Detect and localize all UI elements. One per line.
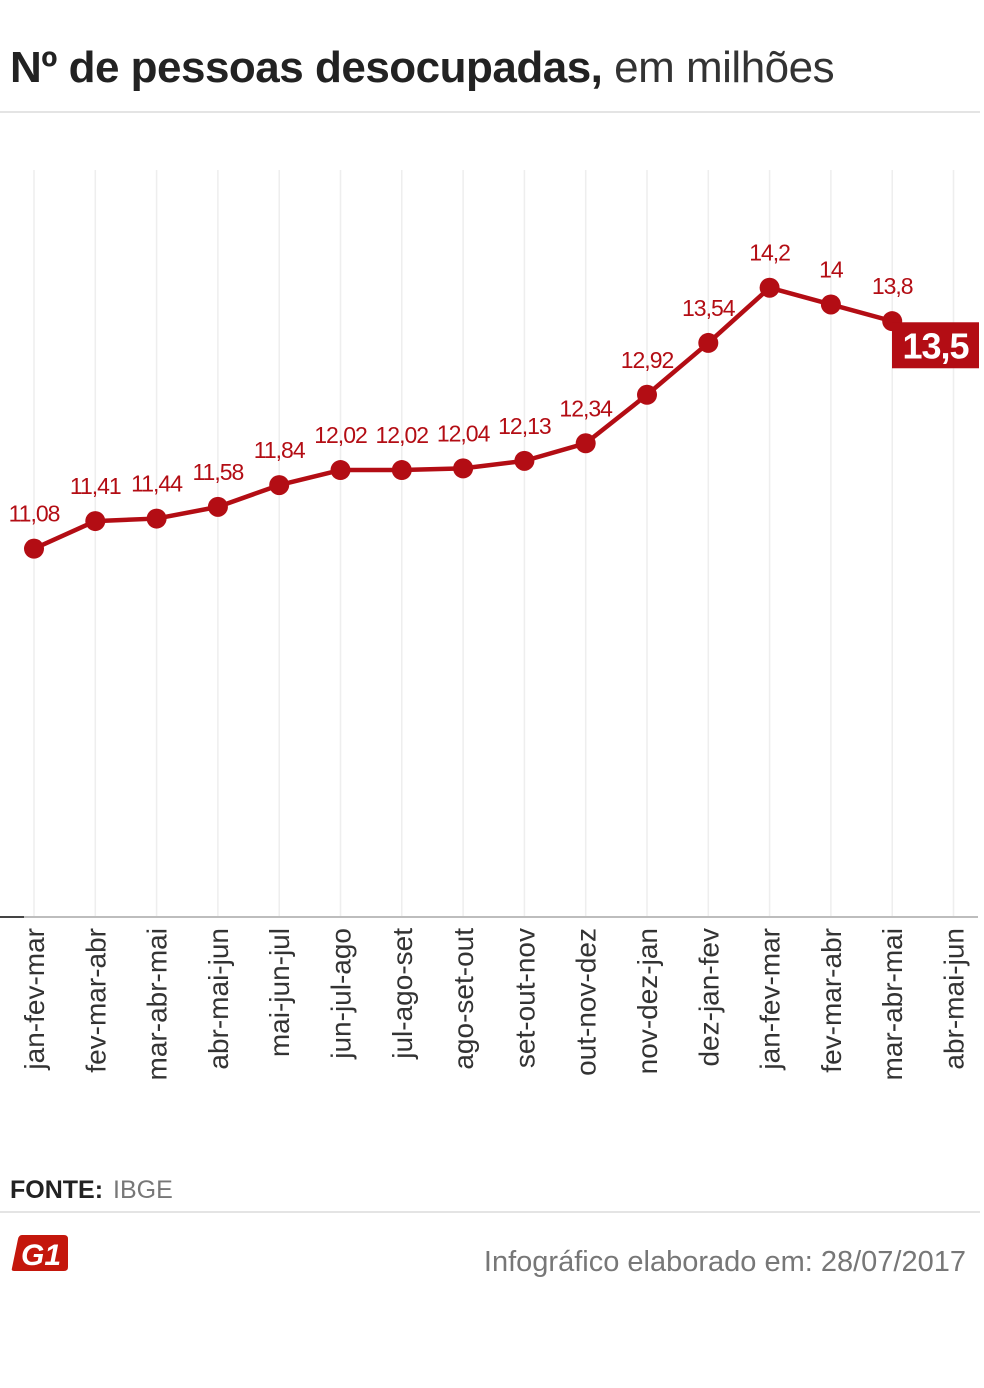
source-line: FONTE: IBGE	[10, 1176, 173, 1205]
latest-value-label: 13,5	[902, 325, 969, 366]
data-label: 13,8	[872, 273, 913, 299]
data-point	[514, 450, 535, 471]
data-label: 11,41	[70, 473, 121, 499]
data-point	[637, 384, 657, 405]
data-points	[24, 277, 903, 559]
data-point	[330, 460, 351, 481]
line-chart: 11,08 11,41 11,44 11,58 11,84 12,02 12,02 12,04…	[0, 170, 979, 1081]
series-line	[31, 285, 956, 551]
data-point	[391, 460, 412, 481]
data-point	[759, 277, 780, 298]
data-label: 12,34	[559, 395, 613, 421]
footer-divider	[0, 1211, 980, 1213]
x-tick-label: nov-dez-jan	[632, 928, 663, 1074]
x-tick-label: out-nov-dez	[571, 928, 602, 1076]
chart-title-unit: em milhões	[602, 43, 835, 92]
data-point	[575, 433, 596, 454]
data-label: 12,13	[498, 413, 551, 439]
data-label: 11,44	[131, 471, 183, 497]
series-line-path	[31, 285, 956, 551]
x-tick-label: mai-jun-jul	[264, 928, 295, 1057]
x-tick-label: jan-fev-mar	[755, 928, 786, 1071]
x-tick-label: jun-jul-ago	[326, 928, 357, 1060]
chart-title: Nº de pessoas desocupadas, em milhões	[10, 38, 835, 98]
data-point	[85, 511, 106, 532]
x-tick-labels: jan-fev-mar fev-mar-abr mar-abr-mai abr-mai…	[19, 928, 970, 1081]
data-point	[146, 508, 167, 529]
x-tick-label: jul-ago-set	[387, 928, 418, 1060]
data-point	[269, 475, 290, 496]
g1-logo-text: G1	[21, 1239, 61, 1272]
data-label: 13,54	[682, 295, 736, 321]
data-label: 11,08	[9, 501, 60, 527]
header-divider	[0, 111, 980, 113]
data-labels: 11,08 11,41 11,44 11,58 11,84 12,02 12,02 12,04…	[9, 240, 979, 527]
data-label: 12,02	[376, 422, 429, 448]
chart-title-bold: Nº de pessoas desocupadas,	[10, 43, 603, 92]
g1-logo-icon: G1	[11, 1235, 68, 1272]
grid-lines	[33, 170, 955, 917]
x-tick-label: set-out-nov	[509, 928, 540, 1068]
data-point	[24, 538, 44, 559]
x-tick-label: dez-jan-fev	[693, 928, 724, 1067]
x-tick-label: fev-mar-abr	[80, 928, 111, 1073]
source-value: IBGE	[113, 1176, 173, 1204]
data-label: 12,92	[621, 347, 674, 373]
data-point	[820, 294, 841, 315]
data-label: 14,2	[749, 240, 790, 266]
x-tick-label: abr-mai-jun	[203, 928, 234, 1070]
data-point	[698, 332, 719, 353]
x-tick-label: jan-fev-mar	[19, 928, 50, 1071]
x-tick-label: fev-mar-abr	[816, 928, 847, 1073]
latest-value-badge	[892, 322, 979, 369]
data-point	[453, 458, 474, 479]
data-label: 14	[819, 256, 844, 282]
x-tick-label: mar-abr-mai	[877, 928, 908, 1080]
data-label: 12,04	[437, 420, 491, 446]
x-tick-label: abr-mai-jun	[939, 928, 970, 1070]
source-label: FONTE:	[10, 1176, 104, 1204]
x-tick-label: mar-abr-mai	[142, 928, 173, 1080]
x-tick-label: ago-set-out	[448, 928, 479, 1070]
data-point	[207, 496, 228, 517]
data-label: 12,02	[314, 422, 367, 448]
data-label: 11,84	[254, 437, 306, 463]
data-label: 11,58	[192, 459, 243, 485]
infographic-date-note: Infográfico elaborado em: 28/07/2017	[483, 1246, 966, 1278]
